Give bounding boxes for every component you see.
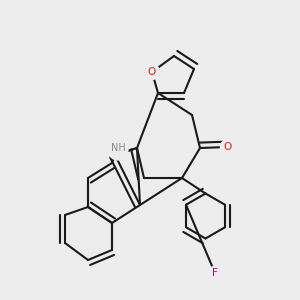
Text: NH: NH xyxy=(111,143,125,153)
Circle shape xyxy=(208,266,222,280)
Text: O: O xyxy=(224,142,232,152)
Circle shape xyxy=(108,140,128,160)
Text: F: F xyxy=(212,268,218,278)
Circle shape xyxy=(145,64,160,80)
Circle shape xyxy=(220,140,236,154)
Text: O: O xyxy=(148,67,156,77)
